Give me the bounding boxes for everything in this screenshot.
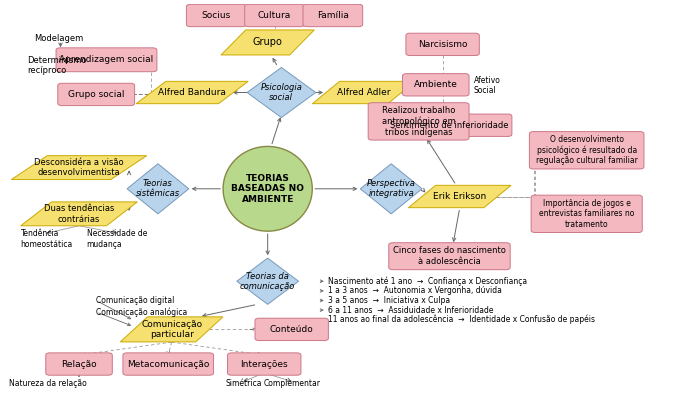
Text: Determinismo
recíproco: Determinismo recíproco xyxy=(27,56,87,75)
FancyBboxPatch shape xyxy=(56,48,157,72)
Polygon shape xyxy=(360,164,422,214)
Text: Desconsidéra a visão
desenvolvimentista: Desconsidéra a visão desenvolvimentista xyxy=(34,158,124,177)
Text: Erik Erikson: Erik Erikson xyxy=(433,192,486,201)
FancyBboxPatch shape xyxy=(389,243,510,270)
Text: Comunicação
particular: Comunicação particular xyxy=(141,320,202,339)
Text: Grupo social: Grupo social xyxy=(68,90,125,99)
FancyBboxPatch shape xyxy=(529,132,644,169)
Text: Conteúdo: Conteúdo xyxy=(270,325,314,334)
Text: Comunicação digital: Comunicação digital xyxy=(96,296,174,305)
Text: Teorias
sistêmicas: Teorias sistêmicas xyxy=(136,179,180,198)
Text: Modelagem: Modelagem xyxy=(34,34,84,43)
Text: 1 a 3 anos  →  Autonomia x Vergonha, dúvida: 1 a 3 anos → Autonomia x Vergonha, dúvid… xyxy=(328,286,502,296)
Polygon shape xyxy=(120,317,223,342)
Text: Comunicação analógica: Comunicação analógica xyxy=(96,307,188,317)
Polygon shape xyxy=(408,185,511,208)
Text: Complementar: Complementar xyxy=(263,379,320,388)
Text: Psicologia
social: Psicologia social xyxy=(260,83,302,102)
FancyBboxPatch shape xyxy=(123,353,214,375)
Text: Cinco fases do nascimento
à adolescência: Cinco fases do nascimento à adolescência xyxy=(393,246,506,266)
Polygon shape xyxy=(11,156,147,180)
FancyBboxPatch shape xyxy=(368,103,469,140)
Text: Realizou trabalho
antropológico em
tribos indígenas: Realizou trabalho antropológico em tribo… xyxy=(382,106,456,137)
Polygon shape xyxy=(127,164,189,214)
FancyBboxPatch shape xyxy=(186,4,246,27)
Text: Teorias da
comunicação: Teorias da comunicação xyxy=(240,272,295,291)
Text: 6 a 11 anos  →  Assiduidade x Inferioridade: 6 a 11 anos → Assiduidade x Inferioridad… xyxy=(328,306,493,315)
Text: Perspectiva
integrativa: Perspectiva integrativa xyxy=(367,179,416,198)
FancyBboxPatch shape xyxy=(402,73,469,96)
Text: Tendência
homeostática: Tendência homeostática xyxy=(21,229,73,248)
FancyBboxPatch shape xyxy=(58,83,134,106)
Text: Afetivo: Afetivo xyxy=(473,77,500,85)
Text: Sentimento de inferioridade: Sentimento de inferioridade xyxy=(390,121,509,130)
Polygon shape xyxy=(136,81,248,104)
Text: O desenvolvimento
psicológico é resultado da
regulação cultural familiar: O desenvolvimento psicológico é resultad… xyxy=(536,135,638,165)
Text: Ambiente: Ambiente xyxy=(414,80,458,89)
Text: Importância de jogos e
entrevistas familiares no
tratamento: Importância de jogos e entrevistas famil… xyxy=(539,199,634,229)
Polygon shape xyxy=(247,68,316,118)
Text: Interações: Interações xyxy=(240,360,288,369)
Text: Família: Família xyxy=(317,11,349,20)
Text: TEORIAS
BASEADAS NO
AMBIENTE: TEORIAS BASEADAS NO AMBIENTE xyxy=(231,174,304,204)
FancyBboxPatch shape xyxy=(387,114,512,136)
Text: Aprendizagem social: Aprendizagem social xyxy=(60,55,153,64)
Text: Cultura: Cultura xyxy=(258,11,291,20)
Text: 3 a 5 anos  →  Iniciativa x Culpa: 3 a 5 anos → Iniciativa x Culpa xyxy=(328,296,450,305)
Text: Grupo: Grupo xyxy=(253,37,283,48)
Polygon shape xyxy=(312,81,415,104)
FancyBboxPatch shape xyxy=(245,4,304,27)
Text: Alfred Adler: Alfred Adler xyxy=(337,88,391,97)
FancyBboxPatch shape xyxy=(228,353,301,375)
Text: Social: Social xyxy=(473,86,496,95)
Text: Socius: Socius xyxy=(202,11,231,20)
Ellipse shape xyxy=(223,147,312,231)
Text: Simétrica: Simétrica xyxy=(225,379,262,388)
Text: Duas tendências
contrárias: Duas tendências contrárias xyxy=(44,204,114,224)
FancyBboxPatch shape xyxy=(406,33,480,55)
Text: Narcisismo: Narcisismo xyxy=(418,40,468,49)
Polygon shape xyxy=(221,30,314,55)
FancyBboxPatch shape xyxy=(303,4,363,27)
FancyBboxPatch shape xyxy=(46,353,112,375)
Text: Natureza da relação: Natureza da relação xyxy=(9,379,87,388)
FancyBboxPatch shape xyxy=(531,195,642,233)
Text: 11 anos ao final da adolescência  →  Identidade x Confusão de papéis: 11 anos ao final da adolescência → Ident… xyxy=(328,315,595,325)
Text: Nascimento até 1 ano  →  Confiança x Desconfiança: Nascimento até 1 ano → Confiança x Desco… xyxy=(328,277,527,286)
FancyBboxPatch shape xyxy=(255,318,328,341)
Polygon shape xyxy=(21,202,137,226)
Text: Necessidade de
mudança: Necessidade de mudança xyxy=(87,229,147,248)
Text: Alfred Bandura: Alfred Bandura xyxy=(158,88,226,97)
Text: Relação: Relação xyxy=(61,360,97,369)
Polygon shape xyxy=(237,258,298,304)
Text: Metacomunicação: Metacomunicação xyxy=(127,360,209,369)
